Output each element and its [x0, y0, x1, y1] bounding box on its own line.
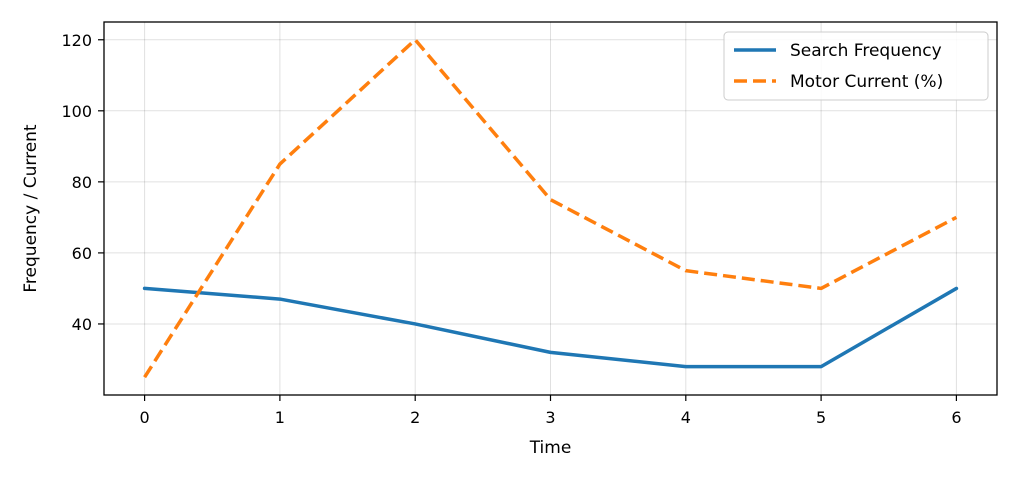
grid-lines: [104, 22, 997, 395]
series-line-0: [142, 286, 959, 369]
y-tick-label: 120: [61, 31, 92, 50]
y-tick-label: 100: [61, 102, 92, 121]
series-lines: [142, 38, 959, 379]
x-tick-label: 0: [139, 408, 149, 427]
x-tick-label: 6: [951, 408, 961, 427]
x-tick-label: 2: [410, 408, 420, 427]
legend-box: [723, 31, 989, 101]
x-tick-label: 1: [275, 408, 285, 427]
x-tick-label: 5: [816, 408, 826, 427]
axis-ticks: 0 1 2 3 4 5 6 40 60 80 100 120: [61, 31, 961, 427]
x-axis-title: Time: [529, 438, 572, 458]
legend-label-search-frequency: Search Frequency: [790, 41, 942, 61]
y-tick-label: 60: [72, 244, 92, 263]
x-tick-label: 4: [681, 408, 691, 427]
series-line-1: [143, 38, 958, 379]
legend-label-motor-current: Motor Current (%): [790, 72, 943, 92]
x-tick-label: 3: [545, 408, 555, 427]
y-tick-label: 40: [72, 315, 92, 334]
y-tick-label: 80: [72, 173, 92, 192]
y-axis-title: Frequency / Current: [21, 124, 41, 293]
legend: Search Frequency Motor Current (%): [723, 31, 989, 101]
